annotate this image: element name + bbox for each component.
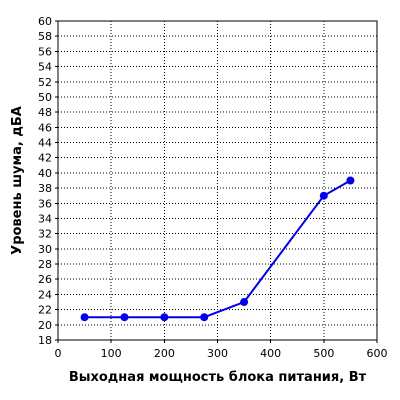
axis-ticks: 18 20 22 24 26 28 30 32 34 36 38 40 42 44 46 48 50 52 54 56… <box>38 15 388 360</box>
y-tick-label: 26 <box>38 273 52 286</box>
y-tick-label: 24 <box>38 288 52 301</box>
y-tick-label: 22 <box>38 304 52 317</box>
y-tick-label: 40 <box>38 167 52 180</box>
y-tick-label: 56 <box>38 45 52 58</box>
x-tick-label: 300 <box>207 347 228 360</box>
y-tick-label: 44 <box>38 137 52 150</box>
grid-lines <box>58 21 377 340</box>
y-tick-label: 32 <box>38 228 52 241</box>
y-tick-label: 58 <box>38 30 52 43</box>
data-series <box>80 176 355 322</box>
y-tick-label: 36 <box>38 197 52 210</box>
x-tick-label: 400 <box>260 347 281 360</box>
data-point <box>346 176 355 185</box>
x-tick-label: 0 <box>55 347 62 360</box>
x-axis-title: Выходная мощность блока питания, Вт <box>69 370 367 385</box>
y-tick-label: 34 <box>38 212 52 225</box>
data-point <box>160 313 169 322</box>
data-point <box>80 313 89 322</box>
y-tick-label: 54 <box>38 61 52 74</box>
data-point <box>200 313 209 322</box>
y-axis-title: Уровень шума, дБА <box>10 106 25 255</box>
y-tick-label: 52 <box>38 76 52 89</box>
y-tick-label: 48 <box>38 106 52 119</box>
data-point <box>240 298 249 307</box>
data-point <box>319 191 328 200</box>
y-tick-label: 18 <box>38 334 52 347</box>
y-tick-label: 30 <box>38 243 52 256</box>
x-tick-label: 600 <box>367 347 388 360</box>
y-tick-label: 28 <box>38 258 52 271</box>
y-tick-label: 46 <box>38 121 52 134</box>
x-tick-label: 500 <box>313 347 334 360</box>
x-tick-label: 100 <box>101 347 122 360</box>
y-tick-label: 38 <box>38 182 52 195</box>
data-point <box>120 313 129 322</box>
y-tick-label: 42 <box>38 152 52 165</box>
y-tick-label: 60 <box>38 15 52 28</box>
y-tick-label: 50 <box>38 91 52 104</box>
x-tick-label: 200 <box>154 347 175 360</box>
y-tick-label: 20 <box>38 319 52 332</box>
